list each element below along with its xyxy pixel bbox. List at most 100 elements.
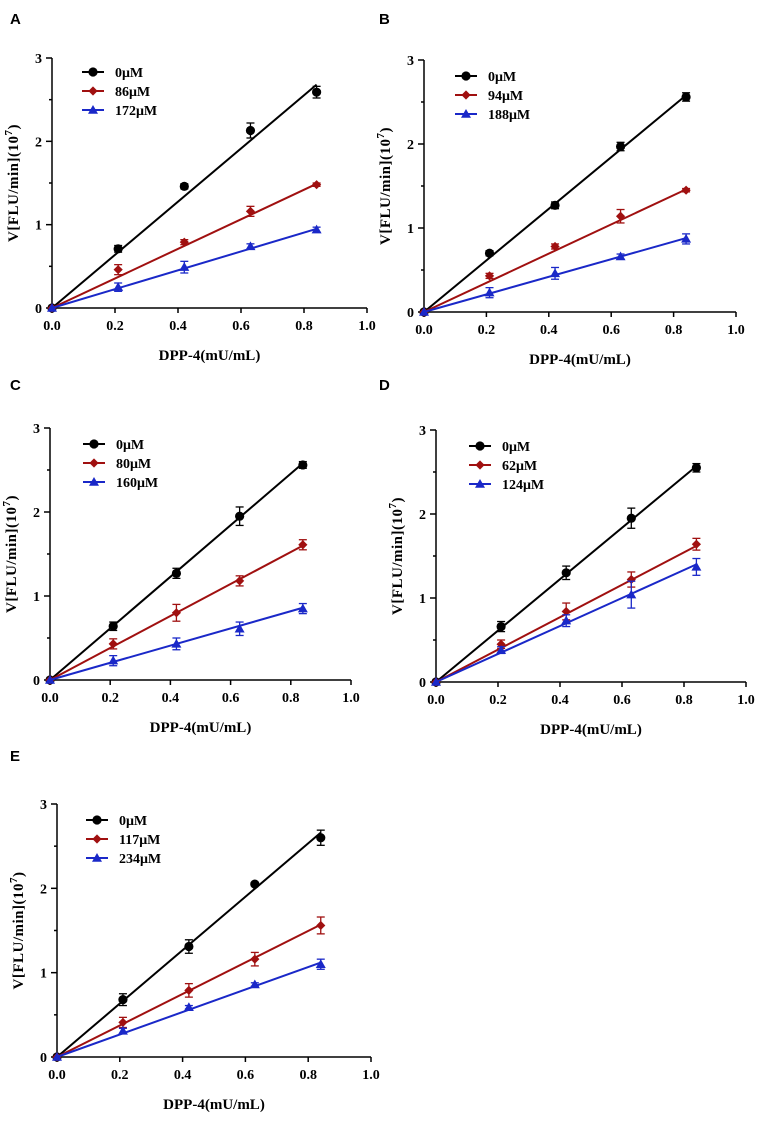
chart-panel-e: E 0.0 0.2 0.4 0.6 0.8 1.0 0 1 2 3 DPP-4(mU/mL) V[FLU…: [8, 748, 380, 1113]
series-0: [431, 462, 702, 687]
y-tick-label: 0: [40, 1051, 47, 1066]
data-point: [184, 941, 194, 952]
data-point: [179, 237, 189, 247]
data-point: [484, 271, 495, 281]
legend-label: 94μM: [488, 89, 523, 104]
legend-marker: [88, 86, 98, 96]
data-point: [113, 282, 124, 291]
data-point: [615, 141, 626, 152]
legend-marker: [461, 71, 471, 81]
x-tick-label: 1.0: [358, 319, 376, 334]
x-tick-label: 0.8: [675, 693, 693, 708]
data-point: [250, 954, 260, 964]
y-axis-label: V[FLU/min](107): [375, 127, 394, 245]
series-1: [45, 539, 308, 685]
y-axis-label-close: ): [4, 495, 20, 501]
data-point: [183, 1002, 194, 1011]
y-axis-label-close: ): [378, 127, 394, 133]
y-tick-label: 3: [407, 54, 414, 69]
y-axis-label-main: V[FLU/min](10: [6, 136, 22, 243]
x-tick-label: 0.2: [489, 693, 507, 708]
data-point: [561, 606, 571, 617]
data-point: [561, 615, 572, 625]
data-point: [245, 125, 256, 136]
y-axis-label-exponent: 7: [387, 503, 399, 509]
data-point: [171, 568, 182, 578]
data-point: [691, 539, 701, 549]
chart-panel-a: A 0.0 0.2 0.4 0.6 0.8 1.0 0 1 2 3 DPP-4(mU/mL) V[FLU…: [3, 11, 376, 364]
data-point: [171, 638, 182, 648]
y-tick-label: 0: [407, 306, 414, 321]
y-tick-label: 3: [35, 52, 42, 67]
x-tick-label: 0.0: [43, 319, 61, 334]
data-point: [52, 1052, 62, 1061]
panel-letter: E: [10, 748, 20, 765]
data-point: [316, 833, 326, 843]
x-tick-label: 0.0: [41, 691, 59, 706]
panel-letter: C: [10, 377, 21, 394]
x-tick-label: 0.6: [232, 319, 250, 334]
data-point: [298, 460, 308, 470]
data-point: [179, 181, 189, 191]
data-point: [681, 92, 691, 102]
data-point: [245, 206, 256, 216]
x-axis-label: DPP-4(mU/mL): [159, 348, 261, 364]
data-point: [108, 639, 118, 649]
legend-marker: [461, 90, 471, 100]
legend-label: 188μM: [488, 108, 530, 123]
y-tick-label: 1: [419, 592, 426, 607]
y-tick-label: 2: [40, 882, 47, 897]
y-tick-label: 0: [33, 674, 40, 689]
x-tick-label: 0.4: [162, 691, 180, 706]
data-point: [297, 603, 308, 613]
data-point: [315, 959, 326, 968]
data-point: [249, 979, 260, 989]
y-tick-label: 3: [40, 798, 47, 813]
data-point: [235, 511, 245, 521]
data-point: [615, 211, 626, 221]
y-axis-label-main: V[FLU/min](10: [390, 509, 406, 616]
y-tick-label: 2: [33, 506, 40, 521]
legend-marker: [88, 105, 98, 114]
x-tick-label: 0.4: [551, 693, 569, 708]
series-2: [419, 233, 692, 316]
y-axis-label-main: V[FLU/min](10: [4, 507, 20, 614]
legend-label: 62μM: [502, 459, 537, 474]
panel-letter: A: [10, 11, 21, 28]
data-point: [179, 262, 190, 271]
x-axis-label: DPP-4(mU/mL): [529, 352, 631, 368]
y-axis-label-exponent: 7: [1, 501, 13, 507]
x-tick-label: 0.4: [174, 1068, 192, 1083]
legend-label: 0μM: [488, 70, 516, 85]
data-point: [235, 576, 245, 586]
y-tick-label: 1: [33, 590, 40, 605]
data-point: [550, 241, 560, 252]
panel-letter: D: [379, 377, 390, 394]
data-point: [691, 561, 702, 571]
y-tick-label: 0: [419, 676, 426, 691]
data-point: [171, 608, 182, 618]
data-point: [681, 233, 692, 243]
x-tick-label: 0.8: [295, 319, 313, 334]
x-tick-label: 0.0: [427, 693, 445, 708]
data-point: [113, 244, 123, 254]
series-1: [52, 916, 326, 1062]
legend-marker: [88, 67, 98, 77]
series-0: [47, 83, 322, 313]
legend-marker: [92, 853, 102, 862]
legend-label: 0μM: [115, 66, 143, 81]
y-axis-label-close: ): [390, 497, 406, 503]
y-tick-label: 2: [407, 138, 414, 153]
data-point: [118, 995, 128, 1005]
data-point: [626, 589, 637, 599]
y-axis-label-exponent: 7: [375, 133, 387, 139]
x-axis-label: DPP-4(mU/mL): [150, 720, 252, 736]
data-point: [691, 463, 702, 473]
legend-label: 0μM: [119, 814, 147, 829]
panel-letter: B: [379, 11, 390, 28]
y-axis-label-close: ): [6, 124, 22, 130]
x-tick-label: 1.0: [727, 323, 745, 338]
y-tick-label: 3: [419, 424, 426, 439]
x-tick-label: 0.0: [415, 323, 433, 338]
